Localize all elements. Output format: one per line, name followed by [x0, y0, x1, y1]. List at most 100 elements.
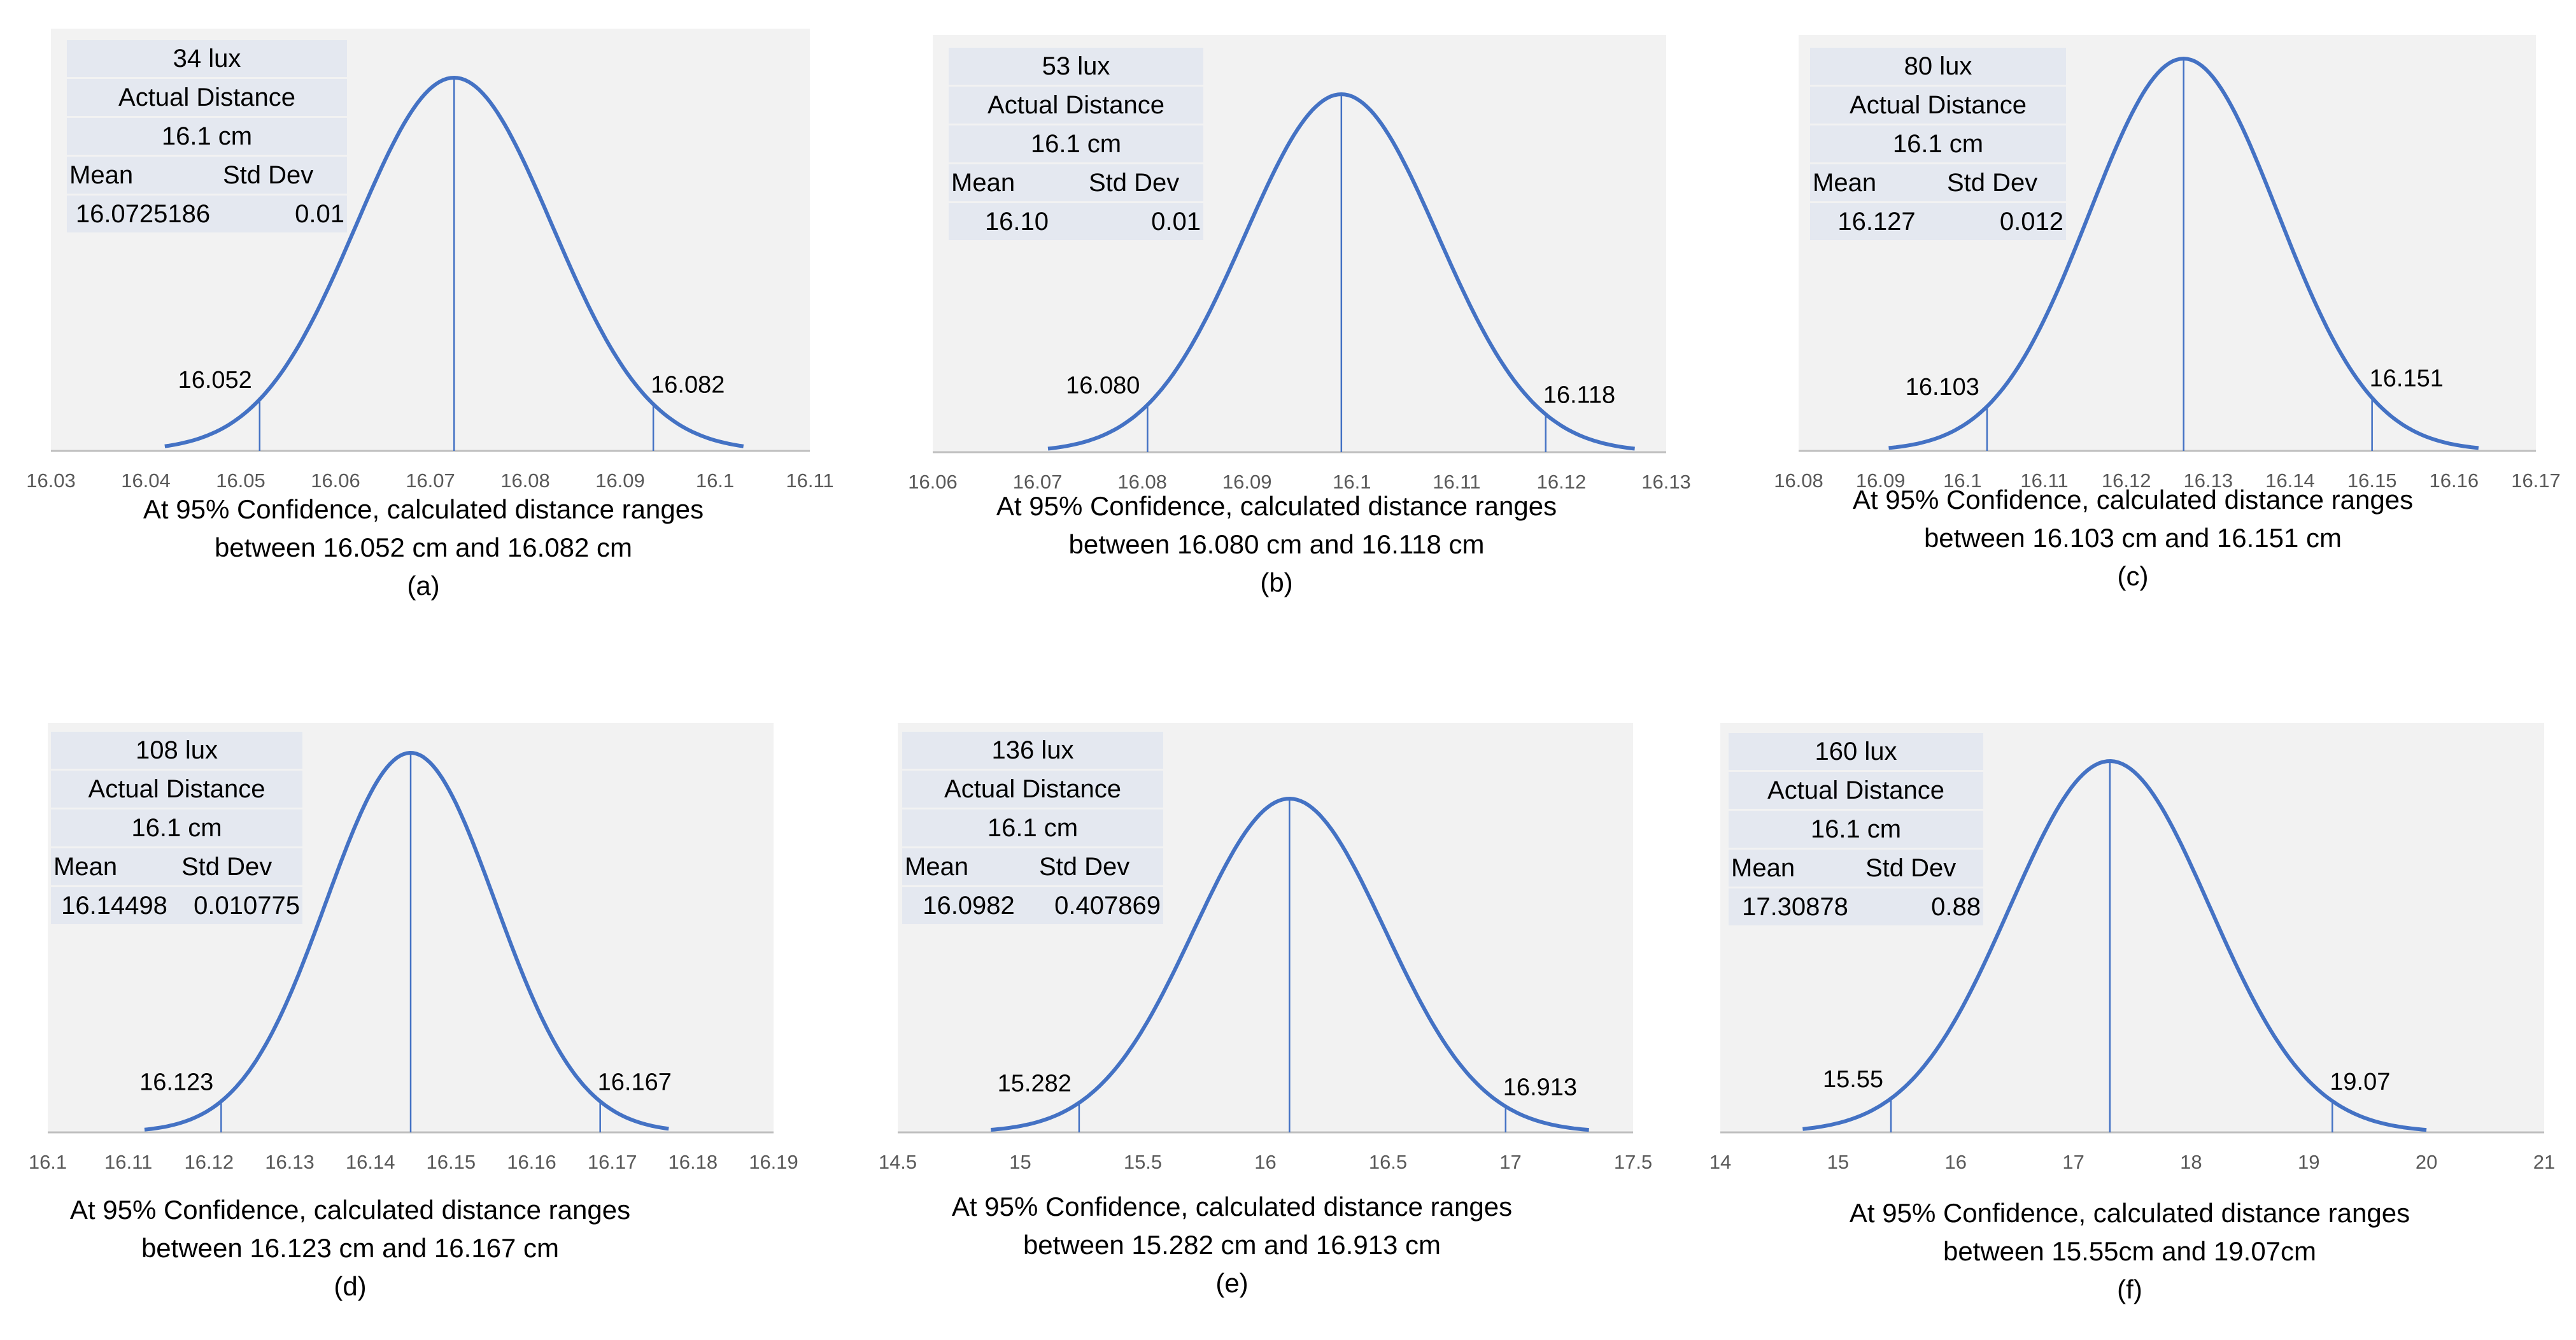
x-tick-label: 18 — [2180, 1151, 2202, 1173]
panel-label: (a) — [407, 571, 440, 601]
x-tick-label: 16.11 — [104, 1151, 152, 1173]
actual-distance-value: 16.1 cm — [949, 125, 1203, 162]
lux-label: 34 lux — [67, 40, 347, 77]
actual-distance-label: Actual Distance — [1729, 772, 1983, 809]
x-tick-label: 16.11 — [2020, 469, 2068, 492]
x-tick-label: 16.08 — [1774, 469, 1823, 492]
x-tick-label: 17 — [1499, 1151, 1521, 1173]
x-tick-label: 16.19 — [749, 1151, 798, 1173]
stats-table: 136 lux Actual Distance 16.1 cm Mean Std Dev… — [902, 730, 1163, 926]
lux-label: 160 lux — [1729, 733, 1983, 770]
lux-label: 53 lux — [949, 48, 1203, 85]
mean-value: 16.0725186 — [67, 196, 219, 232]
upper-bound-label: 16.913 — [1503, 1074, 1577, 1101]
mean-value: 16.10 — [949, 203, 1085, 240]
lower-bound-label: 16.103 — [1906, 374, 1979, 401]
actual-distance-label: Actual Distance — [1810, 87, 2066, 124]
x-tick-label: 19 — [2298, 1151, 2319, 1173]
std-dev-value: 0.01 — [219, 196, 347, 232]
x-tick-label: 15 — [1009, 1151, 1031, 1173]
std-dev-value: 0.88 — [1862, 888, 1983, 925]
mean-value: 16.0982 — [902, 887, 1035, 924]
actual-distance-label: Actual Distance — [902, 771, 1163, 808]
mean-header: Mean — [949, 164, 1085, 201]
normal-curve — [144, 751, 669, 1132]
chart-panel-2: 16.06 16.07 16.08 16.09 16.1 16.11 16.12 16.13 1… — [882, 0, 1704, 637]
lower-bound-label: 15.55 — [1823, 1066, 1883, 1093]
mean-header: Mean — [51, 848, 178, 885]
x-tick-label: 16.16 — [2430, 469, 2479, 492]
panel-label: (f) — [2117, 1274, 2142, 1304]
x-tick-label: 16.08 — [500, 469, 550, 492]
x-tick-label: 16.03 — [26, 469, 76, 492]
std-dev-header: Std Dev — [1943, 164, 2066, 201]
caption-line-1: At 95% Confidence, calculated distance r… — [143, 494, 704, 524]
std-dev-value: 0.010775 — [178, 887, 302, 924]
x-tick-label: 16.04 — [121, 469, 171, 492]
caption-line-2: between 16.052 cm and 16.082 cm — [214, 532, 633, 562]
x-tick-label: 20 — [2416, 1151, 2437, 1173]
chart-panel-5: 14.5 15 15.5 16 16.5 17 17.5 15.282 16.913 136 lu… — [844, 681, 1671, 1318]
x-tick-label: 21 — [2533, 1151, 2555, 1173]
x-tick-label: 16.14 — [2265, 469, 2315, 492]
x-tick-label: 16.09 — [1222, 471, 1272, 493]
upper-bound-label: 16.151 — [2370, 366, 2444, 392]
x-tick-label: 16.1 — [1333, 471, 1371, 493]
std-dev-header: Std Dev — [178, 848, 302, 885]
stats-table: 160 lux Actual Distance 16.1 cm Mean Std Dev… — [1729, 731, 1983, 927]
x-tick-label: 16.12 — [185, 1151, 234, 1173]
mean-header: Mean — [67, 157, 219, 194]
chart-panel-6: 14 15 16 17 18 19 20 21 15.55 19.07 160 lux Actual … — [1668, 681, 2576, 1318]
caption-line-1: At 95% Confidence, calculated distance r… — [1849, 1198, 2410, 1228]
x-tick-label: 16.07 — [406, 469, 455, 492]
upper-bound-label: 19.07 — [2330, 1069, 2390, 1095]
caption-line-1: At 95% Confidence, calculated distance r… — [1852, 485, 2414, 515]
actual-distance-label: Actual Distance — [51, 771, 302, 808]
x-tick-label: 16.18 — [669, 1151, 718, 1173]
x-tick-label: 16.07 — [1013, 471, 1063, 493]
x-tick-label: 16.13 — [265, 1151, 315, 1173]
lower-bound-label: 16.080 — [1066, 373, 1140, 399]
x-tick-label: 15 — [1827, 1151, 1849, 1173]
mean-value: 16.14498 — [51, 887, 178, 924]
caption-line-2: between 16.080 cm and 16.118 cm — [1068, 529, 1485, 559]
std-dev-value: 0.407869 — [1035, 887, 1163, 924]
actual-distance-value: 16.1 cm — [902, 809, 1163, 846]
caption-line-1: At 95% Confidence, calculated distance r… — [951, 1192, 1513, 1222]
x-tick-label: 16.08 — [1117, 471, 1167, 493]
stats-table: 108 lux Actual Distance 16.1 cm Mean Std Dev… — [51, 730, 302, 926]
x-tick-label: 16 — [1254, 1151, 1276, 1173]
actual-distance-value: 16.1 cm — [51, 809, 302, 846]
x-tick-label: 16.1 — [696, 469, 734, 492]
x-tick-label: 16.14 — [346, 1151, 395, 1173]
normal-curve — [1802, 759, 2427, 1132]
stats-table: 53 lux Actual Distance 16.1 cm Mean Std Dev 1… — [949, 46, 1203, 242]
std-dev-header: Std Dev — [1085, 164, 1203, 201]
chart-panel-3: 16.08 16.09 16.1 16.11 16.12 16.13 16.14 16.15 1… — [1748, 0, 2574, 637]
caption-line-1: At 95% Confidence, calculated distance r… — [996, 491, 1557, 521]
x-tick-label: 14.5 — [879, 1151, 917, 1173]
caption-line-2: between 15.55cm and 19.07cm — [1943, 1236, 2317, 1266]
stats-table: 34 lux Actual Distance 16.1 cm Mean Std Dev 1… — [67, 38, 347, 234]
std-dev-header: Std Dev — [1035, 848, 1163, 885]
caption-line-1: At 95% Confidence, calculated distance r… — [69, 1195, 631, 1225]
x-tick-label: 16.06 — [908, 471, 958, 493]
panel-label: (b) — [1260, 567, 1293, 597]
x-tick-label: 17 — [2062, 1151, 2084, 1173]
caption-line-2: between 15.282 cm and 16.913 cm — [1023, 1230, 1441, 1260]
caption-line-2: between 16.103 cm and 16.151 cm — [1923, 523, 2342, 553]
x-tick-label: 16.09 — [1856, 469, 1906, 492]
chart-panel-4: 16.1 16.11 16.12 16.13 16.14 16.15 16.16 16.17 1… — [0, 681, 812, 1318]
lower-bound-label: 16.052 — [178, 367, 252, 394]
chart-panel-1: 16.03 16.04 16.05 16.06 16.07 16.08 16.09 16.1 1… — [0, 0, 848, 637]
x-tick-label: 16.1 — [29, 1151, 67, 1173]
caption-line-2: between 16.123 cm and 16.167 cm — [141, 1233, 560, 1263]
lower-bound-label: 16.123 — [139, 1069, 213, 1095]
lux-label: 80 lux — [1810, 48, 2066, 85]
std-dev-header: Std Dev — [219, 157, 347, 194]
x-tick-label: 16 — [1944, 1151, 1966, 1173]
panel-label: (e) — [1215, 1268, 1249, 1298]
x-tick-label: 15.5 — [1124, 1151, 1162, 1173]
upper-bound-label: 16.167 — [598, 1069, 672, 1095]
upper-bound-label: 16.118 — [1543, 382, 1615, 409]
